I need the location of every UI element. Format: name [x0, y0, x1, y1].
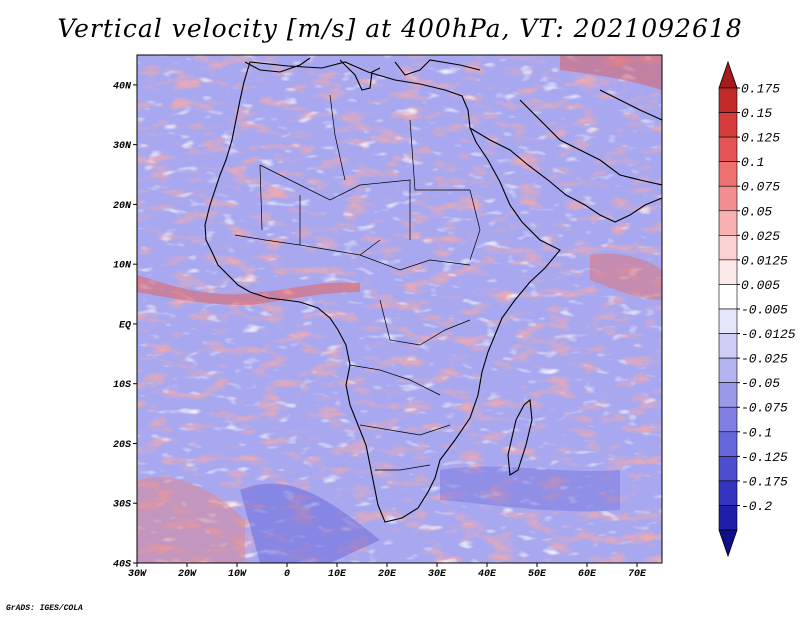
country-borders	[234, 94, 481, 471]
lat-tick-label: 20N	[113, 201, 132, 212]
colorbar-label: -0.1	[741, 425, 772, 440]
colorbar-label: -0.075	[741, 401, 788, 416]
lon-axis: 30W 20W 10W 0 10E 20E 30E 40E 50E 60E 70E	[128, 563, 647, 580]
colorbar-label: 0.175	[741, 82, 780, 97]
lon-tick-label: 0	[284, 569, 290, 580]
turkey-coast	[394, 59, 481, 76]
iberia-coast	[244, 57, 311, 73]
colorbar-label: 0.0125	[741, 253, 788, 268]
arabia-updraft	[560, 55, 662, 90]
south-atlantic-updraft	[137, 476, 245, 563]
colorbar-label: -0.175	[741, 474, 788, 489]
colorbar-swatch	[718, 210, 738, 236]
gulf-coast	[519, 99, 662, 186]
itcz-updraft-band	[137, 275, 360, 306]
map-title: Vertical velocity [m/s] at 400hPa, VT: 2…	[57, 14, 743, 43]
madagascar-outline	[507, 398, 533, 476]
coastlines	[204, 57, 662, 523]
colorbar-swatch	[718, 185, 738, 212]
lon-tick-label: 10W	[228, 569, 247, 580]
colorbar-label: -0.025	[741, 352, 788, 367]
lon-tick-label: 30W	[128, 569, 147, 580]
field-texture	[137, 55, 662, 563]
colorbar-swatch	[718, 480, 738, 506]
colorbar-label: 0.15	[741, 106, 772, 121]
africa-outline	[204, 61, 561, 523]
colorbar-label: -0.125	[741, 450, 788, 465]
south-atlantic-subsidence	[240, 483, 380, 563]
colorbar-swatch	[718, 259, 738, 285]
lat-tick-label: 30N	[113, 141, 132, 152]
arabia-coast	[469, 127, 662, 223]
colorbar-swatch	[718, 505, 738, 531]
italy-coast	[339, 59, 381, 91]
colorbar-swatch	[718, 357, 738, 383]
colorbar-swatch	[718, 235, 738, 261]
lat-tick-label: 20S	[113, 440, 131, 451]
colorbar-label: 0.1	[741, 155, 764, 170]
lon-tick-label: 60E	[578, 569, 597, 580]
colorbar-swatch	[718, 308, 738, 334]
colorbar-swatch	[718, 406, 738, 433]
colorbar: 0.175 0.15 0.125 0.1 0.075 0.05 0.025 0.0125 0.0…	[718, 60, 796, 558]
colorbar-label: 0.125	[741, 131, 780, 146]
colorbar-swatch	[718, 161, 738, 187]
colorbar-swatch	[718, 456, 738, 482]
lat-tick-label: 30S	[113, 500, 131, 511]
lon-tick-label: 20E	[378, 569, 397, 580]
lon-tick-label: 70E	[628, 569, 647, 580]
colorbar-label: 0.075	[741, 180, 780, 195]
colorbar-swatch	[718, 87, 738, 113]
colorbar-label: 0.005	[741, 278, 780, 293]
lon-tick-label: 50E	[528, 569, 547, 580]
lon-tick-label: 30E	[428, 569, 447, 580]
software-credit: GrADS: IGES/COLA	[6, 604, 83, 613]
colorbar-label: -0.0125	[741, 327, 796, 342]
south-indian-subsidence	[440, 466, 620, 512]
colorbar-swatch	[718, 333, 738, 359]
colorbar-swatch	[718, 112, 738, 138]
lat-tick-label: 40S	[113, 560, 131, 571]
velocity-field	[137, 55, 662, 563]
colorbar-min-arrow	[718, 529, 738, 558]
colorbar-swatch	[718, 382, 738, 408]
lat-axis: 40N 30N 20N 10N EQ 10S 20S 30S 40S	[113, 81, 137, 571]
colorbar-swatch	[718, 431, 738, 457]
lat-tick-label: 10S	[113, 380, 131, 391]
colorbar-label: 0.05	[741, 204, 772, 219]
lon-tick-label: 20W	[178, 569, 197, 580]
lat-tick-label: EQ	[119, 320, 131, 331]
colorbar-max-arrow	[718, 60, 738, 89]
colorbar-label: -0.005	[741, 303, 788, 318]
colorbar-label: -0.2	[741, 499, 772, 514]
map-frame	[136, 54, 663, 564]
lon-tick-label: 40E	[478, 569, 497, 580]
iran-border	[599, 89, 662, 121]
colorbar-label: -0.05	[741, 376, 780, 391]
lon-tick-label: 10E	[328, 569, 347, 580]
colorbar-swatch	[718, 136, 738, 162]
indian-ocean-updraft	[590, 253, 662, 300]
lat-tick-label: 40N	[113, 81, 132, 92]
lat-tick-label: 10N	[113, 261, 132, 272]
colorbar-label: 0.025	[741, 229, 780, 244]
colorbar-swatch	[718, 284, 738, 310]
